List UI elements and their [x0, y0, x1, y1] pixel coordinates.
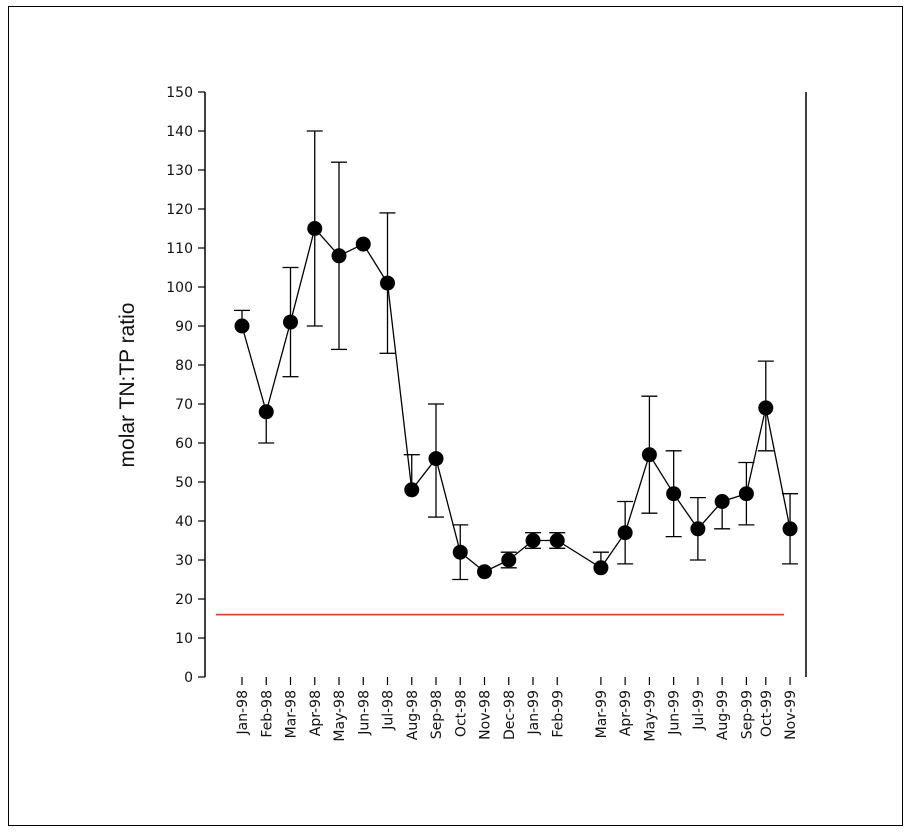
y-tick-label: 10 — [175, 631, 193, 647]
x-tick-label: Mar-98 — [284, 690, 300, 738]
data-point — [234, 318, 250, 334]
x-tick-label: Jan-99 — [526, 690, 542, 735]
data-point — [690, 521, 706, 537]
y-tick-label: 150 — [166, 85, 193, 101]
series-line — [241, 227, 791, 573]
x-tick-label: Mar-99 — [594, 690, 610, 738]
x-tick-label: Feb-99 — [550, 690, 566, 738]
x-ticks: Jan-98 Feb-98 Mar-98 Apr-98 May-98 Jun-98 Jul-… — [235, 677, 799, 742]
data-point — [452, 544, 468, 560]
data-point — [307, 221, 323, 236]
x-tick-label: Aug-99 — [715, 690, 731, 740]
axes — [204, 92, 807, 677]
data-point — [477, 564, 492, 580]
y-ticks: 0 10 20 30 40 50 60 70 80 90 100 110 120 130 140 150 — [166, 85, 205, 686]
data-point — [666, 486, 682, 502]
data-point — [593, 560, 609, 576]
data-point — [501, 552, 517, 568]
data-point — [428, 451, 444, 467]
x-tick-label: Jan-98 — [235, 690, 251, 735]
y-tick-label: 0 — [184, 670, 193, 686]
y-tick-label: 30 — [175, 553, 193, 569]
data-point — [714, 494, 730, 509]
data-points — [234, 221, 798, 580]
y-axis-title: molar TN:TP ratio — [116, 303, 139, 468]
data-point — [380, 275, 395, 291]
data-point — [758, 400, 774, 416]
x-tick-label: Apr-98 — [308, 690, 324, 736]
y-tick-label: 50 — [175, 475, 193, 491]
x-tick-label: Feb-98 — [259, 690, 275, 738]
x-tick-label: Sep-99 — [739, 690, 755, 739]
data-point — [283, 314, 298, 330]
y-tick-label: 140 — [166, 124, 193, 140]
data-point — [355, 236, 371, 252]
x-tick-label: Nov-99 — [783, 690, 799, 740]
data-point — [549, 533, 565, 548]
data-point — [331, 248, 347, 264]
data-point — [258, 404, 274, 420]
y-tick-label: 90 — [175, 319, 193, 335]
y-tick-label: 80 — [175, 358, 193, 374]
x-tick-label: Dec-98 — [502, 690, 518, 740]
data-point — [641, 447, 657, 463]
y-tick-label: 60 — [175, 436, 193, 452]
data-point — [782, 521, 798, 537]
y-tick-label: 20 — [175, 592, 193, 608]
y-tick-label: 40 — [175, 514, 193, 530]
x-tick-label: Nov-98 — [478, 690, 494, 740]
x-tick-label: Jul-98 — [381, 690, 397, 731]
series — [241, 227, 791, 573]
x-tick-label: Aug-98 — [405, 690, 421, 740]
x-tick-label: Jun-99 — [667, 690, 683, 736]
x-tick-label: May-99 — [642, 690, 658, 742]
x-tick-label: Apr-99 — [618, 690, 634, 736]
y-tick-label: 100 — [166, 280, 193, 296]
y-tick-label: 70 — [175, 397, 193, 413]
x-tick-label: Oct-99 — [759, 690, 775, 737]
data-point — [738, 486, 754, 502]
x-tick-label: Jun-98 — [356, 690, 372, 736]
x-tick-label: Jul-99 — [691, 690, 707, 731]
data-point — [404, 482, 420, 498]
chart-frame — [8, 6, 903, 826]
x-tick-label: May-98 — [332, 690, 348, 742]
y-tick-label: 120 — [166, 202, 193, 218]
x-tick-label: Oct-98 — [453, 690, 469, 737]
data-point — [525, 533, 541, 548]
y-tick-label: 130 — [166, 163, 193, 179]
y-tick-label: 110 — [166, 241, 193, 257]
x-tick-label: Sep-98 — [429, 690, 445, 739]
data-point — [617, 525, 633, 541]
